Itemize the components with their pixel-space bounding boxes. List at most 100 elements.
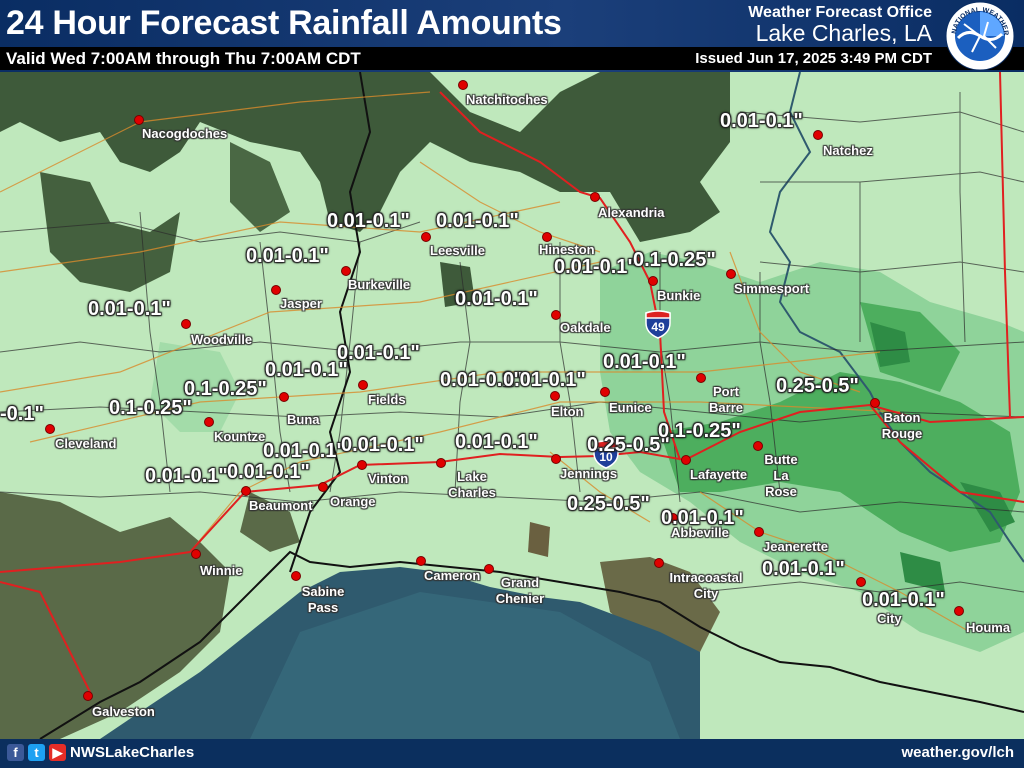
city-label: Burkeville	[348, 277, 411, 292]
rainfall-amount-label: 0.01-0.1"	[661, 507, 744, 529]
city-dot	[551, 310, 561, 320]
city-dot	[954, 606, 964, 616]
city-dot	[542, 232, 552, 242]
facebook-icon[interactable]: f	[7, 744, 24, 761]
city-label: Eunice	[609, 400, 652, 415]
valid-period: Valid Wed 7:00AM through Thu 7:00AM CDT	[6, 49, 361, 68]
city-label: Vinton	[368, 471, 409, 486]
rainfall-amount-label: 0.01-0.1"	[341, 434, 424, 456]
city-label: Natchez	[823, 143, 873, 158]
website-link[interactable]: weather.gov/lch	[901, 744, 1014, 761]
city-label: Natchitoches	[466, 92, 548, 107]
rainfall-amount-label: 0.01-0.1"	[88, 298, 171, 320]
city-label: Cleveland	[55, 436, 117, 451]
city-label: Winnie	[200, 563, 243, 578]
city-dot	[181, 319, 191, 329]
city-dot	[358, 380, 368, 390]
interstate-10-shield-icon: 10	[593, 440, 619, 469]
city-dot	[696, 373, 706, 383]
city-label: Bunkie	[657, 288, 701, 303]
rainfall-amount-label: 0.01-0.1"	[227, 461, 310, 483]
city-label: City	[877, 611, 902, 626]
interstate-49-shield-icon: 49	[645, 310, 671, 339]
city-dot	[648, 276, 658, 286]
rainfall-amount-label: 0.01-0.1"	[720, 110, 803, 132]
city-label: Intracoastal City	[669, 570, 743, 601]
rainfall-amount-label: 0.01-0.1"	[554, 256, 637, 278]
city-label: Jasper	[280, 296, 322, 311]
city-dot	[204, 417, 214, 427]
rainfall-amount-label: 0.01-0.1"	[337, 342, 420, 364]
city-dot	[870, 398, 880, 408]
city-dot	[813, 130, 823, 140]
city-label: Port Barre	[709, 384, 743, 415]
rainfall-amount-label: 0.01-0.1"	[503, 369, 586, 391]
city-dot	[191, 549, 201, 559]
city-label: Buna	[287, 412, 320, 427]
city-dot	[83, 691, 93, 701]
city-label: Hineston	[539, 242, 595, 257]
city-label: Sabine Pass	[301, 584, 345, 615]
svg-text:10: 10	[599, 450, 613, 464]
youtube-icon[interactable]: ▶	[49, 744, 66, 761]
rainfall-amount-label: 0.01-0.1"	[246, 245, 329, 267]
city-label: Jennings	[560, 466, 618, 481]
city-label: Abbeville	[671, 525, 729, 540]
city-dot	[590, 192, 600, 202]
rainfall-amount-label: 0.01-0.1"	[603, 351, 686, 373]
rainfall-amount-label: 0.01-0.1"	[263, 440, 346, 462]
svg-text:49: 49	[651, 320, 665, 334]
rainfall-amount-label: 0.01-0.1"	[455, 431, 538, 453]
office-label: Weather Forecast Office	[748, 4, 932, 21]
city-label: Kountze	[214, 429, 266, 444]
rainfall-map[interactable]: 49 10 Natchitoches Nacogdoches Natchez A…	[0, 72, 1024, 739]
rainfall-amount-label: 0.01-0.1"	[145, 465, 228, 487]
city-dot	[654, 558, 664, 568]
city-dot	[241, 486, 251, 496]
city-dot	[668, 513, 678, 523]
city-label: Beaumont	[249, 498, 313, 513]
city-label: Fields	[368, 392, 406, 407]
rainfall-amount-label: 0.1-0.25"	[109, 397, 192, 419]
issued-time: Issued Jun 17, 2025 3:49 PM CDT	[695, 50, 932, 67]
social-handle[interactable]: NWSLakeCharles	[70, 744, 195, 761]
twitter-icon[interactable]: t	[28, 744, 45, 761]
city-dot	[436, 458, 446, 468]
city-dot	[291, 571, 301, 581]
city-dot	[279, 392, 289, 402]
city-label: Orange	[330, 494, 376, 509]
city-label: Galveston	[92, 704, 155, 719]
city-label: Alexandria	[598, 205, 665, 220]
city-dot	[681, 455, 691, 465]
city-dot	[753, 441, 763, 451]
city-dot	[550, 391, 560, 401]
city-label: Jeanerette	[763, 539, 829, 554]
city-dot	[416, 556, 426, 566]
rainfall-amount-label: 0.01-0.1"	[455, 288, 538, 310]
city-label: Lake Charles	[448, 469, 496, 500]
city-dot	[856, 577, 866, 587]
rainfall-amount-label: 0.01-0.1"	[327, 210, 410, 232]
rainfall-amount-label: 0.01-0.1"	[762, 558, 845, 580]
city-dot	[458, 80, 468, 90]
city-label: Elton	[551, 404, 584, 419]
city-dot	[726, 269, 736, 279]
city-label: Oakdale	[560, 320, 611, 335]
city-dot	[357, 460, 367, 470]
page-title: 24 Hour Forecast Rainfall Amounts	[6, 4, 562, 42]
rainfall-amount-label: 0.25-0.5"	[567, 493, 650, 515]
city-dot	[754, 527, 764, 537]
city-label: Baton Rouge	[881, 410, 923, 441]
rainfall-amount-label: 0.1-0.25"	[184, 378, 267, 400]
rainfall-amount-label: 0.1-0.25"	[658, 420, 741, 442]
city-dot	[341, 266, 351, 276]
city-label: Simmesport	[734, 281, 810, 296]
rainfall-amount-label: 0.1-0.25"	[633, 249, 716, 271]
city-label: Lafayette	[690, 467, 748, 482]
city-dot	[484, 564, 494, 574]
rainfall-amount-label: 0.01-0.1"	[440, 369, 523, 391]
nws-logo-icon[interactable]: NATIONAL WEATHER SERVICE	[944, 0, 1016, 72]
rainfall-amount-label: 0.25-0.5"	[776, 375, 859, 397]
city-dot	[551, 454, 561, 464]
city-label: Nacogdoches	[142, 126, 228, 141]
